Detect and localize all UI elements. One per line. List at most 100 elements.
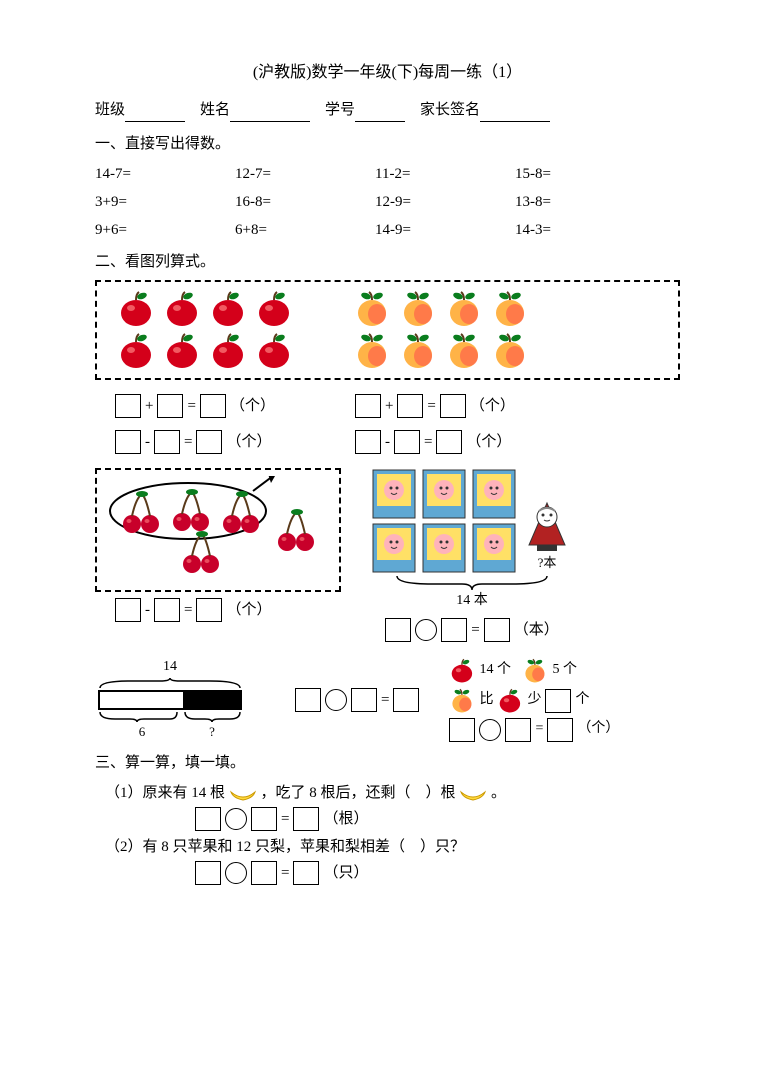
unit-label: （只） <box>323 861 368 885</box>
op-circle[interactable] <box>479 719 501 741</box>
id-label: 学号 <box>325 102 355 118</box>
eq-cherry: - = （个） <box>115 598 341 622</box>
eq-peach-sub: - = （个） <box>355 430 515 454</box>
answer-box[interactable] <box>547 718 573 742</box>
peaches-grid <box>353 290 529 370</box>
arith-cell[interactable]: 14-3= <box>515 218 655 242</box>
arith-cell[interactable]: 9+6= <box>95 218 235 242</box>
name-blank[interactable] <box>230 105 310 122</box>
compare-text: 比 <box>479 689 493 711</box>
peach-icon <box>399 290 437 328</box>
answer-box[interactable] <box>154 598 180 622</box>
answer-box[interactable] <box>449 718 475 742</box>
cherry-diagram <box>103 476 333 576</box>
id-blank[interactable] <box>355 105 405 122</box>
answer-box[interactable] <box>115 394 141 418</box>
unit-label: （个） <box>470 394 515 418</box>
answer-box[interactable] <box>200 394 226 418</box>
answer-box[interactable] <box>195 861 221 885</box>
answer-box[interactable] <box>196 598 222 622</box>
peach-icon <box>445 290 483 328</box>
arith-cell[interactable]: 12-7= <box>235 162 375 186</box>
answer-box[interactable] <box>251 807 277 831</box>
unit-label: （根） <box>323 807 368 831</box>
op-circle[interactable] <box>325 689 347 711</box>
word-problem-2: （2）有 8 只苹果和 12 只梨，苹果和梨相差（ ）只？ <box>105 835 680 859</box>
arith-cell[interactable]: 14-9= <box>375 218 515 242</box>
apple-icon <box>449 658 475 684</box>
answer-box[interactable] <box>115 598 141 622</box>
apple-icon <box>209 290 247 328</box>
word-problem-1: （1）原来有 14 根 ，吃了 8 根后，还剩（ ）根 。 <box>105 781 680 805</box>
bar-right-label: ? <box>184 722 240 743</box>
arith-cell[interactable]: 11-2= <box>375 162 515 186</box>
eq-q1: = （根） <box>195 807 680 831</box>
q1-text-b: ，吃了 8 根后，还剩（ ）根 <box>261 785 456 801</box>
page-title: (沪教版)数学一年级(下)每周一练（1） <box>95 60 680 86</box>
book-icon <box>371 468 417 520</box>
peach-icon <box>399 332 437 370</box>
unit-label: （个） <box>466 430 511 454</box>
arith-cell[interactable]: 16-8= <box>235 190 375 214</box>
answer-box[interactable] <box>351 688 377 712</box>
arith-cell[interactable]: 6+8= <box>235 218 375 242</box>
unit-label: （个） <box>226 430 271 454</box>
book-icon <box>471 468 517 520</box>
answer-box[interactable] <box>484 618 510 642</box>
answer-box[interactable] <box>251 861 277 885</box>
op-circle[interactable] <box>225 808 247 830</box>
compare-text: 个 <box>575 689 589 711</box>
apple-icon <box>209 332 247 370</box>
doll-icon <box>521 495 573 553</box>
answer-box[interactable] <box>157 394 183 418</box>
arith-cell[interactable]: 14-7= <box>95 162 235 186</box>
book-icon <box>421 522 467 574</box>
answer-box[interactable] <box>393 688 419 712</box>
answer-box[interactable] <box>505 718 531 742</box>
apples-grid <box>117 290 293 370</box>
answer-box[interactable] <box>385 618 411 642</box>
answer-box[interactable] <box>195 807 221 831</box>
answer-box[interactable] <box>355 394 381 418</box>
peach-icon <box>491 332 529 370</box>
cherry-box <box>95 468 341 592</box>
peach-icon <box>449 688 475 714</box>
arith-cell[interactable]: 15-8= <box>515 162 655 186</box>
answer-box[interactable] <box>545 689 571 713</box>
book-icon <box>371 522 417 574</box>
peach-icon <box>353 332 391 370</box>
arith-cell[interactable]: 12-9= <box>375 190 515 214</box>
parent-blank[interactable] <box>480 105 550 122</box>
answer-box[interactable] <box>440 394 466 418</box>
compare-text: 少 <box>527 689 541 711</box>
eq-q2: = （只） <box>195 861 680 885</box>
answer-box[interactable] <box>441 618 467 642</box>
class-blank[interactable] <box>125 105 185 122</box>
compare-peach-label: 5 个 <box>552 659 577 681</box>
answer-box[interactable] <box>115 430 141 454</box>
answer-box[interactable] <box>394 430 420 454</box>
peach-icon <box>522 658 548 684</box>
apple-icon <box>163 332 201 370</box>
answer-box[interactable] <box>293 807 319 831</box>
answer-box[interactable] <box>154 430 180 454</box>
arith-cell[interactable]: 13-8= <box>515 190 655 214</box>
brace-top-icon <box>95 678 245 690</box>
bar-total-label: 14 <box>163 656 177 678</box>
arith-cell[interactable]: 3+9= <box>95 190 235 214</box>
banana-icon <box>229 784 257 804</box>
compare-area: 14 个 5 个 比 少 个 = （个） <box>449 658 619 742</box>
compare-apple-label: 14 个 <box>479 659 511 681</box>
parent-label: 家长签名 <box>420 102 480 118</box>
answer-box[interactable] <box>436 430 462 454</box>
section3-heading: 三、算一算，填一填。 <box>95 751 680 775</box>
answer-box[interactable] <box>355 430 381 454</box>
op-circle[interactable] <box>225 862 247 884</box>
answer-box[interactable] <box>397 394 423 418</box>
doll-label: ?本 <box>538 553 557 574</box>
answer-box[interactable] <box>293 861 319 885</box>
op-circle[interactable] <box>415 619 437 641</box>
answer-box[interactable] <box>196 430 222 454</box>
book-icon <box>471 522 517 574</box>
answer-box[interactable] <box>295 688 321 712</box>
